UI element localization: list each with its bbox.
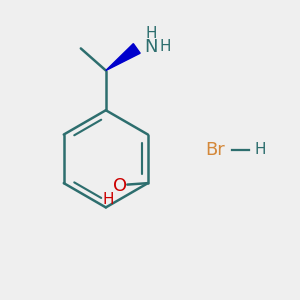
Text: N: N — [144, 38, 158, 56]
Text: H: H — [103, 192, 115, 207]
Text: Br: Br — [205, 141, 225, 159]
Polygon shape — [106, 44, 140, 70]
Text: H: H — [145, 26, 157, 41]
Text: O: O — [113, 177, 127, 195]
Text: H: H — [159, 39, 171, 54]
Text: H: H — [255, 142, 266, 158]
